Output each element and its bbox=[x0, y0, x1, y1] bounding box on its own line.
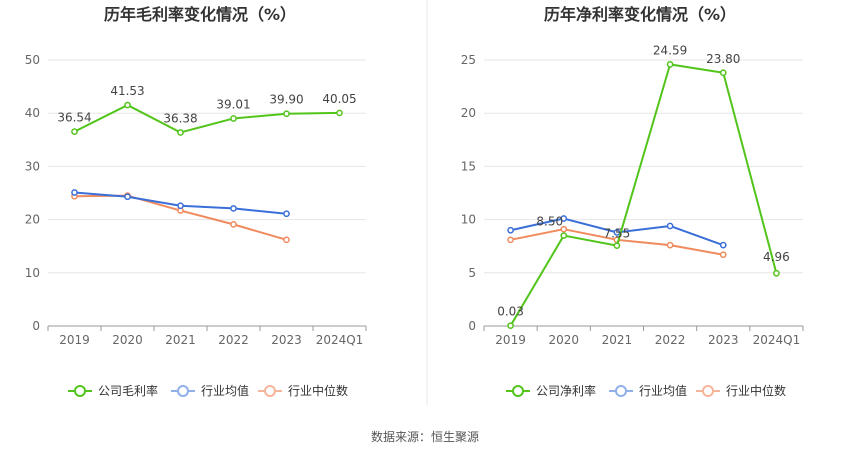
legend-marker-industry_median bbox=[702, 385, 714, 397]
data-point-company bbox=[719, 69, 727, 77]
data-point-industry_avg bbox=[71, 189, 78, 196]
data-point-industry_median bbox=[719, 251, 727, 259]
legend-label: 行业均值 bbox=[201, 383, 249, 398]
net-margin-chart: 历年净利率变化情况（%） 0 5 10 15 20 25 2019 2020 2021 2022 20… bbox=[461, 5, 804, 398]
y-tick-label: 15 bbox=[461, 159, 476, 173]
y-tick-label: 0 bbox=[32, 319, 40, 333]
data-point-industry_avg bbox=[507, 226, 514, 234]
y-tick-label: 40 bbox=[25, 106, 40, 120]
data-label: 4.96 bbox=[763, 250, 790, 264]
y-tick-label: 0 bbox=[468, 319, 476, 333]
data-point-company bbox=[613, 242, 621, 250]
data-point-industry_avg bbox=[177, 202, 184, 210]
chart-title: 历年净利率变化情况（%） bbox=[544, 5, 736, 24]
data-label: 39.90 bbox=[269, 93, 303, 107]
data-label: 24.59 bbox=[653, 43, 687, 57]
y-tick-label: 10 bbox=[461, 213, 476, 227]
x-tick-label: 2019 bbox=[495, 333, 526, 347]
y-tick-label: 30 bbox=[25, 159, 40, 173]
data-point-company bbox=[177, 129, 184, 136]
x-tick-label: 2020 bbox=[548, 333, 579, 347]
data-point-industry_median bbox=[283, 236, 290, 244]
x-tick-label: 2021 bbox=[165, 333, 196, 347]
data-point-industry_avg bbox=[230, 205, 237, 212]
data-point-company bbox=[71, 128, 78, 135]
data-label: 7.55 bbox=[604, 227, 631, 241]
series-line-industry_median bbox=[74, 194, 287, 241]
series-line-company bbox=[509, 63, 778, 327]
x-tick-label: 2022 bbox=[218, 333, 249, 347]
data-label: 40.05 bbox=[322, 92, 356, 106]
legend-label: 行业中位数 bbox=[726, 383, 786, 398]
x-tick-label: 2020 bbox=[112, 333, 143, 347]
data-point-industry_median bbox=[666, 241, 674, 249]
y-tick-label: 50 bbox=[25, 53, 40, 67]
data-point-company bbox=[230, 115, 237, 122]
x-tick-label: 2022 bbox=[655, 333, 686, 347]
legend-label: 行业中位数 bbox=[288, 383, 348, 398]
x-tick-label: 2023 bbox=[271, 333, 302, 347]
legend-label: 行业均值 bbox=[639, 383, 687, 398]
data-point-industry_median bbox=[560, 225, 568, 233]
data-label: 39.01 bbox=[216, 97, 250, 111]
y-tick-label: 20 bbox=[461, 106, 476, 120]
series-line-company bbox=[74, 104, 340, 134]
data-label: 36.38 bbox=[163, 111, 197, 125]
data-source-note: 数据来源：恒生聚源 bbox=[370, 430, 479, 444]
legend-marker-company bbox=[74, 385, 86, 397]
y-tick-label: 25 bbox=[461, 53, 476, 67]
data-label: 0.03 bbox=[497, 305, 524, 319]
data-point-company bbox=[773, 269, 780, 277]
x-tick-label: 2024Q1 bbox=[316, 333, 364, 347]
x-tick-label: 2024Q1 bbox=[753, 333, 801, 347]
data-point-industry_avg bbox=[283, 210, 290, 218]
data-point-company bbox=[560, 232, 568, 239]
data-point-company bbox=[336, 109, 343, 117]
legend-marker-industry_avg bbox=[177, 385, 189, 397]
data-point-industry_avg bbox=[666, 222, 674, 230]
data-label: 8.50 bbox=[536, 215, 563, 229]
x-tick-label: 2021 bbox=[602, 333, 633, 347]
data-label: 36.54 bbox=[57, 111, 91, 125]
legend-marker-company bbox=[512, 385, 524, 397]
y-tick-label: 20 bbox=[25, 213, 40, 227]
data-point-industry_avg bbox=[560, 215, 568, 222]
data-label: 41.53 bbox=[110, 84, 144, 98]
x-tick-label: 2019 bbox=[59, 333, 90, 347]
data-point-company bbox=[507, 322, 514, 330]
data-point-company bbox=[666, 61, 674, 68]
data-point-industry_avg bbox=[613, 229, 621, 236]
x-tick-label: 2023 bbox=[708, 333, 739, 347]
y-tick-label: 5 bbox=[468, 266, 476, 280]
legend-marker-industry_avg bbox=[615, 385, 627, 397]
y-tick-label: 10 bbox=[25, 266, 40, 280]
legend-marker-industry_median bbox=[264, 385, 276, 397]
data-point-company bbox=[283, 110, 290, 118]
legend-label: 公司净利率 bbox=[536, 383, 596, 398]
data-point-industry_avg bbox=[124, 193, 131, 201]
legend-label: 公司毛利率 bbox=[98, 383, 158, 398]
data-point-industry_median bbox=[230, 221, 237, 228]
data-label: 23.80 bbox=[706, 52, 740, 66]
gross-margin-chart: 历年毛利率变化情况（%） 0 10 20 30 40 50 2019 2020 2021 2022 2… bbox=[25, 5, 367, 398]
chart-title: 历年毛利率变化情况（%） bbox=[104, 5, 296, 24]
data-point-industry_avg bbox=[719, 241, 727, 249]
data-point-company bbox=[124, 101, 131, 109]
data-point-industry_median bbox=[507, 236, 514, 244]
